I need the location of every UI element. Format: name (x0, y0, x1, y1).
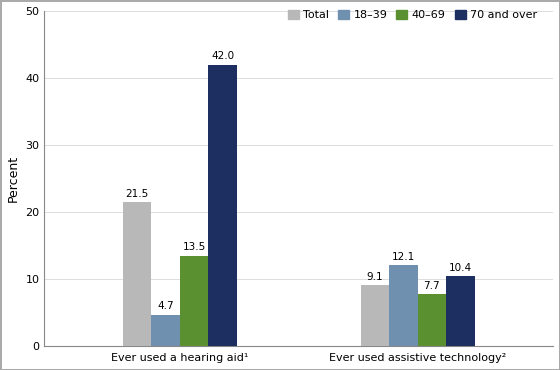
Bar (208, 65, 237, 346)
Y-axis label: Percent: Percent (7, 155, 20, 202)
Bar (418, 295, 446, 346)
Text: 42.0: 42.0 (211, 51, 234, 61)
Bar (180, 256, 208, 346)
Text: 10.4: 10.4 (449, 263, 472, 273)
Text: 21.5: 21.5 (125, 189, 149, 199)
Bar (123, 202, 151, 346)
Text: 4.7: 4.7 (157, 301, 174, 311)
Bar (446, 276, 475, 346)
Bar (389, 265, 418, 346)
Bar (151, 314, 180, 346)
Text: 7.7: 7.7 (423, 281, 440, 291)
Text: 12.1: 12.1 (391, 252, 415, 262)
Text: 9.1: 9.1 (366, 272, 383, 282)
Legend: Total, 18–39, 40–69, 70 and over: Total, 18–39, 40–69, 70 and over (288, 10, 538, 20)
Text: 13.5: 13.5 (183, 242, 206, 252)
Bar (361, 285, 389, 346)
